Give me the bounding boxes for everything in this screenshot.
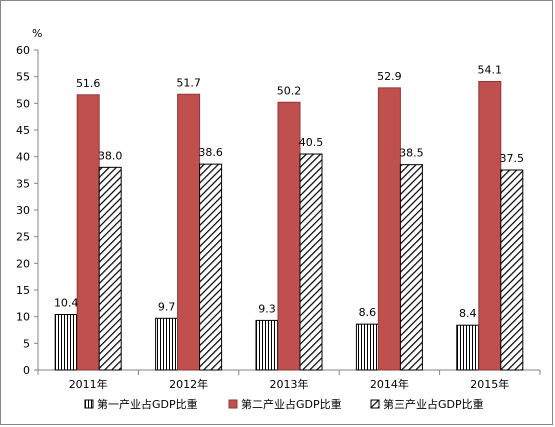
y-tick-label: 15	[16, 284, 30, 297]
bar-2	[76, 94, 100, 371]
y-tick-label: 35	[16, 177, 30, 190]
x-tick-label: 2012年	[169, 377, 208, 391]
bar-3	[199, 163, 223, 371]
bar-2	[277, 101, 301, 371]
y-unit-label: %	[32, 27, 42, 40]
y-tick-label: 60	[16, 44, 30, 57]
data-label: 9.3	[258, 302, 276, 315]
data-label: 38.5	[399, 147, 424, 160]
x-tick-label: 2013年	[270, 377, 309, 391]
data-label: 50.2	[277, 84, 302, 97]
y-tick-label: 40	[16, 151, 30, 164]
data-label: 37.5	[500, 152, 525, 165]
bar-1	[54, 314, 78, 371]
bar-1	[456, 324, 480, 371]
bar-3	[399, 164, 423, 371]
x-tick-label: 2014年	[370, 377, 409, 391]
data-labels: 10.4 51.6 38.0 9.7 51.7 38.6 9.3 50.2 40.5 8.6 52.…	[54, 63, 524, 320]
y-tick-label: 25	[16, 231, 30, 244]
y-tick-label: 20	[16, 257, 30, 270]
bar-3	[299, 153, 323, 371]
y-tick-label: 0	[23, 364, 30, 377]
bar-2	[377, 87, 401, 371]
data-label: 51.6	[76, 77, 101, 90]
legend-swatch-2	[228, 399, 238, 409]
bars	[54, 80, 524, 371]
data-label: 40.5	[299, 136, 324, 149]
y-tick-label: 30	[16, 204, 30, 217]
y-tick-label: 50	[16, 97, 30, 110]
data-label: 51.7	[176, 76, 201, 89]
y-tick-label: 5	[23, 337, 30, 350]
legend-swatch-1	[84, 399, 94, 409]
y-tick-label: 55	[16, 71, 30, 84]
x-axis: 2011年 2012年 2013年 2014年 2015年	[37, 369, 541, 391]
y-axis: 0 5 10 15 20 25 30 35 40 45 50 55 60	[16, 44, 39, 377]
y-tick-label: 10	[16, 311, 30, 324]
legend-label: 第二产业占GDP比重	[241, 397, 342, 411]
legend-label: 第一产业占GDP比重	[97, 397, 198, 411]
y-tick-label: 45	[16, 124, 30, 137]
data-label: 10.4	[54, 297, 79, 310]
x-tick-label: 2015年	[470, 377, 509, 391]
legend: 第一产业占GDP比重 第二产业占GDP比重 第三产业占GDP比重	[84, 397, 484, 411]
bar-1	[255, 319, 279, 371]
bar-3	[500, 169, 524, 371]
x-tick-label: 2011年	[69, 377, 108, 391]
data-label: 52.9	[377, 70, 402, 83]
data-label: 54.1	[478, 63, 503, 76]
bar-2	[177, 93, 201, 371]
legend-label: 第三产业占GDP比重	[383, 397, 484, 411]
data-label: 38.0	[98, 149, 123, 162]
bar-1	[155, 317, 179, 371]
bar-2	[478, 80, 502, 371]
data-label: 38.6	[198, 146, 223, 159]
legend-swatch-3	[370, 399, 380, 409]
data-label: 8.4	[459, 307, 477, 320]
data-label: 9.7	[158, 300, 176, 313]
data-label: 8.6	[359, 306, 377, 319]
bar-3	[98, 166, 122, 371]
bar-1	[355, 323, 379, 371]
